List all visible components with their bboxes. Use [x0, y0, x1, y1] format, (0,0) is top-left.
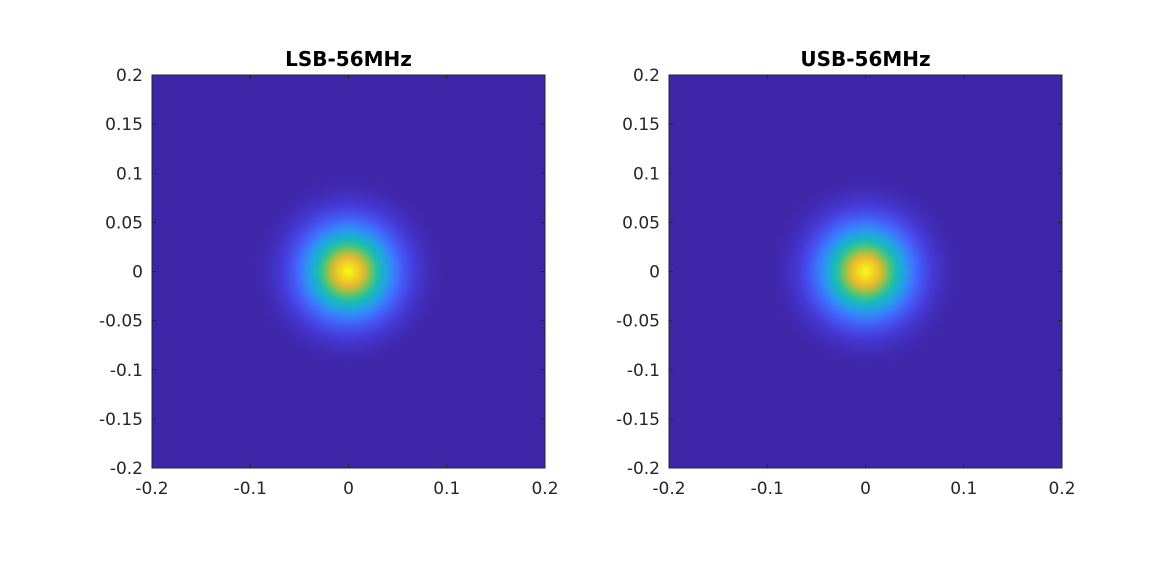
- x-tick-label: 0.2: [1048, 479, 1075, 499]
- heatmap-spot-layer: [247, 170, 450, 373]
- x-tick-label: 0: [343, 479, 354, 499]
- y-tick-label: 0.2: [633, 66, 660, 86]
- y-tick-label: -0.05: [616, 312, 660, 332]
- y-tick-label: -0.2: [110, 459, 143, 479]
- y-tick-label: 0.15: [105, 115, 143, 135]
- y-tick-label: 0.1: [116, 164, 143, 184]
- y-tick-label: -0.2: [627, 459, 660, 479]
- y-tick-label: 0: [649, 263, 660, 283]
- y-tick-label: 0.05: [622, 213, 660, 233]
- plot-panel-usb: USB-56MHz -0.2 -0.1 0 0.1 0.2 0.2 0.15 0.1 0.05…: [616, 47, 1076, 499]
- y-tick-label: 0.05: [105, 213, 143, 233]
- heatmap-peak-spot: [247, 170, 450, 373]
- plot-panel-lsb: LSB-56MHz -0.2 -0.1 0 0.1 0.2 0.2 0.15 0.1 0.05…: [99, 47, 559, 499]
- x-tick-label: -0.2: [135, 479, 168, 499]
- y-axis: 0.2 0.15 0.1 0.05 0 -0.05 -0.1 -0.15 -0.2: [616, 66, 1062, 479]
- y-tick-label: -0.15: [99, 410, 143, 430]
- x-tick-label: -0.1: [751, 479, 784, 499]
- y-tick-label: -0.05: [99, 312, 143, 332]
- y-tick-label: -0.1: [627, 361, 660, 381]
- x-tick-label: 0: [860, 479, 871, 499]
- y-axis: 0.2 0.15 0.1 0.05 0 -0.05 -0.1 -0.15 -0.2: [99, 66, 545, 479]
- x-tick-label: -0.1: [234, 479, 267, 499]
- x-tick-label: 0.1: [433, 479, 460, 499]
- y-tick-label: 0.15: [622, 115, 660, 135]
- x-axis: -0.2 -0.1 0 0.1 0.2: [652, 75, 1076, 499]
- y-tick-label: -0.1: [110, 361, 143, 381]
- heatmap-peak-spot: [764, 170, 967, 373]
- y-tick-label: 0.1: [633, 164, 660, 184]
- plot-title: USB-56MHz: [800, 47, 930, 71]
- plot-title: LSB-56MHz: [285, 47, 412, 71]
- x-tick-label: 0.1: [950, 479, 977, 499]
- x-tick-label: 0.2: [531, 479, 558, 499]
- y-tick-label: 0: [132, 263, 143, 283]
- x-tick-label: -0.2: [652, 479, 685, 499]
- y-tick-label: -0.15: [616, 410, 660, 430]
- y-tick-label: 0.2: [116, 66, 143, 86]
- heatmap-spot-layer: [764, 170, 967, 373]
- x-axis: -0.2 -0.1 0 0.1 0.2: [135, 75, 559, 499]
